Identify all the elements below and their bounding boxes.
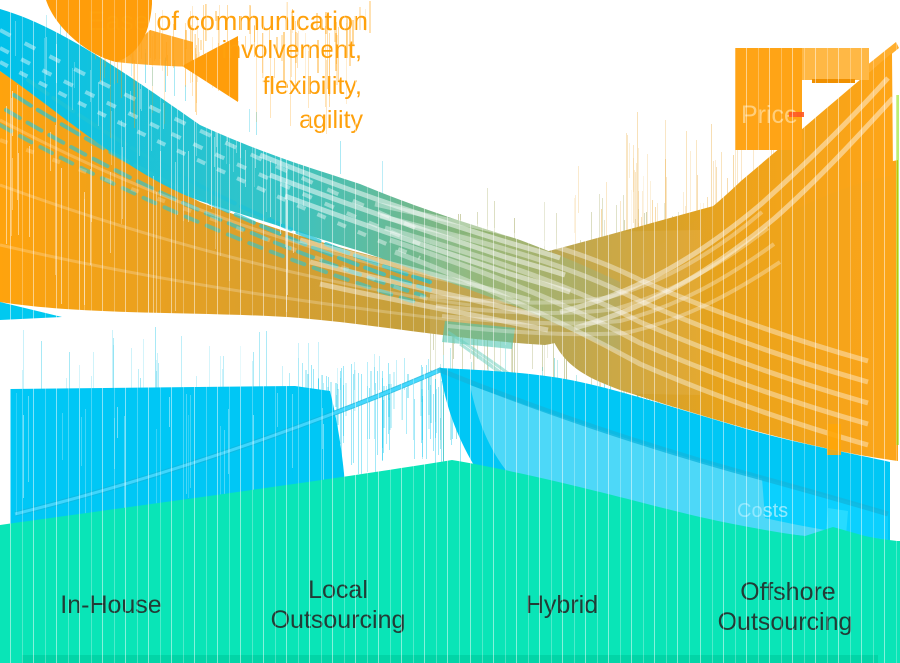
svg-text:Hybrid: Hybrid — [526, 591, 598, 619]
svg-text:Outsourcing: Outsourcing — [718, 608, 853, 636]
svg-text:Outsourcing: Outsourcing — [271, 606, 406, 634]
svg-text:In-House: In-House — [60, 591, 161, 619]
svg-text:Local: Local — [308, 576, 368, 604]
svg-text:Costs: Costs — [737, 500, 788, 522]
svg-text:flexibility,: flexibility, — [262, 72, 362, 100]
svg-text:agility: agility — [299, 106, 363, 134]
svg-text:Offshore: Offshore — [740, 578, 835, 606]
